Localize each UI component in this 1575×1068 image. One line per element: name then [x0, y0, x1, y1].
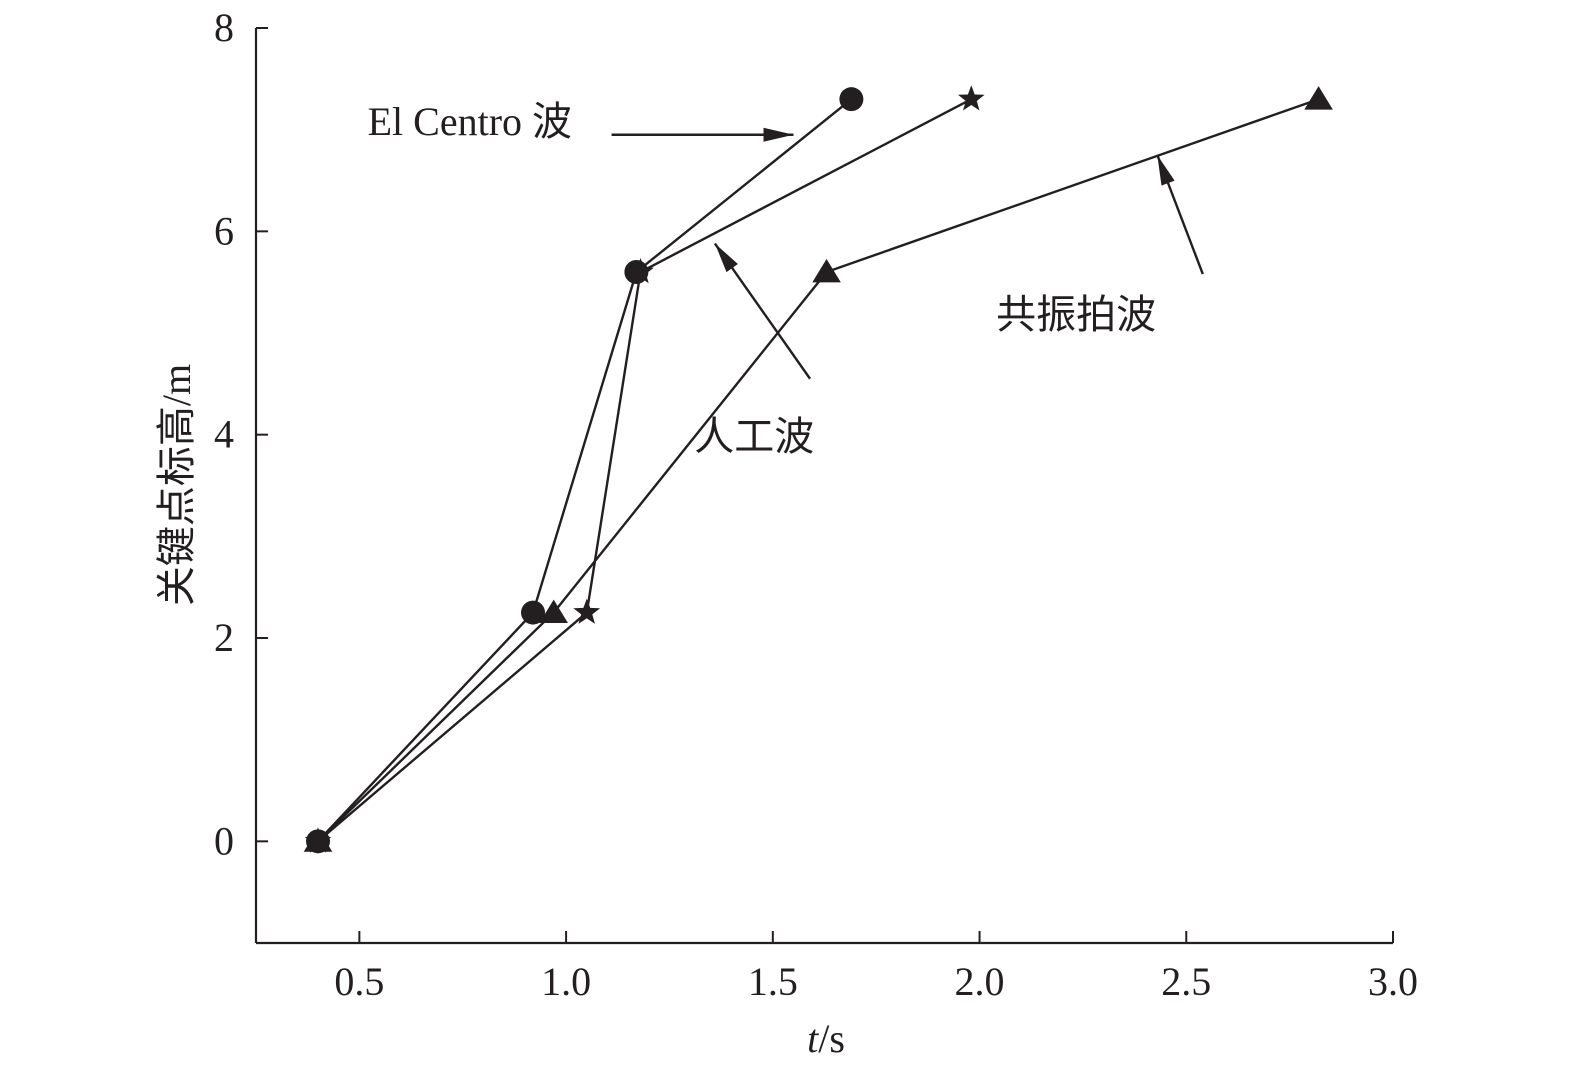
triangle-marker [303, 828, 333, 852]
x-tick-label: 0.5 [334, 959, 384, 1004]
series-line-circle [317, 98, 853, 843]
star-marker [573, 598, 601, 624]
series-star [304, 85, 985, 853]
annotation-label: El Centro 波 [368, 99, 572, 144]
x-tick-label: 1.5 [748, 959, 798, 1004]
y-tick-label: 6 [214, 208, 234, 253]
y-tick-label: 8 [214, 5, 234, 50]
annotation: 共振拍波 [996, 154, 1204, 337]
series-line-star [317, 98, 972, 843]
annotation-arrowhead [714, 243, 738, 273]
x-tick-label: 3.0 [1368, 959, 1418, 1004]
circle-marker [521, 600, 546, 625]
axes: 0.5 1.0 1.5 2.0 2.5 3.0 0 2 4 6 8 [214, 5, 1418, 1004]
triangle-marker [539, 599, 568, 623]
series-layer [303, 85, 1333, 854]
x-axis-title-var: t [807, 1016, 819, 1061]
x-axis-title-unit: /s [818, 1016, 845, 1061]
star-marker [958, 85, 985, 111]
star-marker [627, 258, 654, 284]
y-tick-label: 0 [214, 818, 234, 863]
x-tick-label: 2.5 [1161, 959, 1211, 1004]
y-tick-label: 2 [214, 615, 234, 660]
x-tick-label: 1.0 [541, 959, 591, 1004]
annotation: 人工波 [694, 242, 814, 459]
y-tick-label: 4 [214, 412, 234, 457]
annotation-label: 共振拍波 [996, 292, 1156, 337]
x-tick-label: 2.0 [955, 959, 1005, 1004]
series-circle [306, 87, 864, 854]
annotation-label: 人工波 [694, 414, 814, 459]
y-axis-title: 关键点标高/m [154, 364, 199, 606]
x-axis-title: t/s [807, 1016, 845, 1061]
series-line-triangle [317, 98, 1319, 843]
annotation-arrowhead [763, 127, 794, 142]
series-triangle [303, 86, 1333, 852]
annotation-arrowhead [1157, 155, 1175, 186]
triangle-marker [1304, 86, 1333, 110]
circle-marker [839, 87, 864, 112]
triangle-marker [812, 259, 841, 283]
annotation: El Centro 波 [368, 99, 794, 144]
